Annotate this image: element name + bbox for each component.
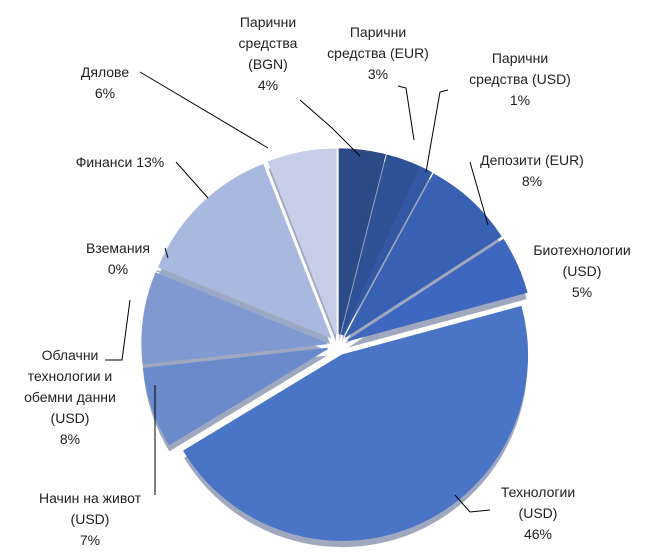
- category-label: Парични средства (EUR): [327, 24, 429, 61]
- slice: [347, 238, 528, 342]
- value-label: 8%: [59, 431, 81, 447]
- slice-label: Вземания 0%: [68, 238, 168, 280]
- slice: [344, 173, 502, 338]
- value-label: 8%: [521, 173, 543, 189]
- slice-label: Начин на живот (USD) 7%: [20, 488, 160, 551]
- category-label: Облачни технологии и обемни данни (USD): [24, 347, 116, 426]
- leader-line: [139, 71, 269, 149]
- slice-label: Парични средства (EUR) 3%: [322, 22, 434, 85]
- leader-line: [469, 161, 489, 226]
- value-label: 4%: [257, 77, 279, 93]
- slice: [158, 163, 332, 339]
- value-label: 0%: [107, 261, 129, 277]
- category-label: Депозити (EUR): [480, 152, 584, 168]
- leader-line: [397, 85, 415, 141]
- slice-label: Облачни технологии и обемни данни (USD) 8…: [10, 345, 130, 450]
- value-label: 6%: [94, 85, 116, 101]
- leader-line: [454, 494, 491, 513]
- category-label: Вземания: [86, 240, 150, 256]
- slice-label: Технологии (USD) 46%: [488, 482, 588, 545]
- leader-line: [299, 99, 361, 157]
- slice: [340, 154, 421, 335]
- slice: [141, 272, 328, 365]
- value-label: 46%: [523, 526, 553, 542]
- slice-label: Финанси 13%: [45, 152, 195, 173]
- value-label: 7%: [79, 532, 101, 548]
- leader-line: [105, 299, 131, 361]
- category-label: Начин на живот (USD): [38, 490, 142, 527]
- value-label: 5%: [571, 284, 593, 300]
- category-label: Финанси: [75, 154, 133, 170]
- category-label: Технологии (USD): [500, 484, 576, 521]
- value-label: 3%: [367, 66, 389, 82]
- slice: [183, 305, 529, 541]
- slice-label: Биотехнологии (USD) 5%: [522, 240, 642, 303]
- value-label: 13%: [136, 154, 165, 170]
- value-label: 1%: [509, 92, 531, 108]
- category-label: Парични средства (USD): [469, 50, 571, 87]
- slice: [338, 148, 386, 335]
- leader-line: [164, 247, 169, 259]
- category-label: Биотехнологии (USD): [533, 242, 631, 279]
- category-label: Дялове: [80, 64, 130, 80]
- slice: [267, 148, 337, 335]
- leader-line: [175, 161, 209, 199]
- slice: [156, 270, 329, 342]
- slice-label: Парични средства (BGN) 4%: [228, 12, 308, 96]
- slice-label: Депозити (EUR) 8%: [462, 150, 602, 192]
- slice-label: Парични средства (USD) 1%: [464, 48, 576, 111]
- slice-label: Дялове 6%: [55, 62, 155, 104]
- leader-line: [425, 89, 449, 173]
- slice: [142, 347, 328, 446]
- category-label: Парични средства (BGN): [238, 14, 298, 72]
